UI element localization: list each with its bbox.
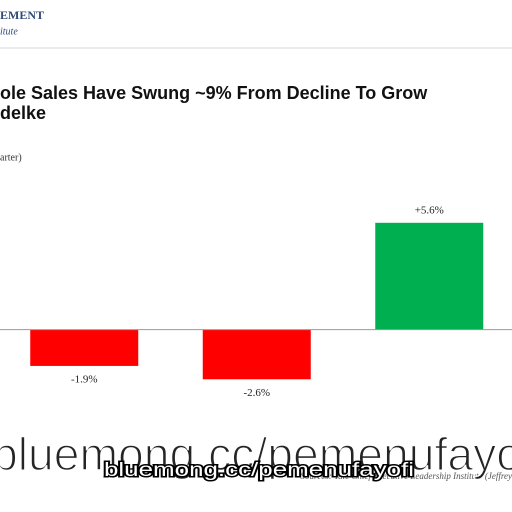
bar xyxy=(202,329,311,380)
value-label: -2.6% xyxy=(243,387,270,399)
bar xyxy=(30,329,139,366)
value-label: +5.6% xyxy=(415,204,444,216)
value-label: -1.9% xyxy=(71,373,98,385)
org-sub: itute xyxy=(0,26,18,37)
source-note: Sources: Yale Chief Executive Leadership… xyxy=(301,471,512,481)
bar xyxy=(375,222,484,330)
watermark-big: bluemong.cc/pemenufayo xyxy=(0,428,512,480)
chart-title: ole Sales Have Swung ~9% From Decline To… xyxy=(0,83,428,103)
watermark: bluemong.cc/pemenufayofi xyxy=(104,460,414,481)
plot-area: -1.9% -2.6% +5.6% xyxy=(0,204,512,399)
chart-title: delke xyxy=(0,103,46,123)
axis-note: arter) xyxy=(0,152,22,163)
org-name: EMENT xyxy=(0,8,44,22)
